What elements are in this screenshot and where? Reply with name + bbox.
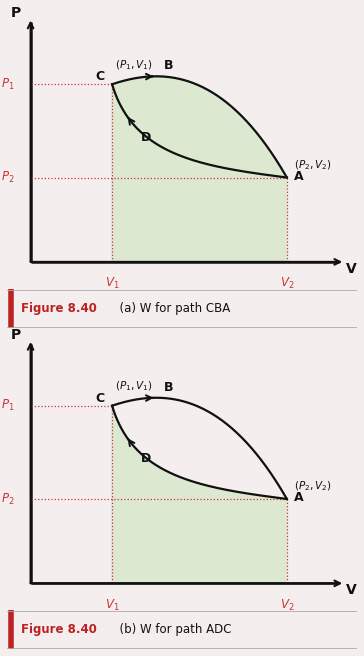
Text: C: C <box>96 70 105 83</box>
Polygon shape <box>112 405 287 583</box>
Text: $(P_1,V_1)$: $(P_1,V_1)$ <box>115 380 153 394</box>
Text: $(P_2,V_2)$: $(P_2,V_2)$ <box>294 480 332 493</box>
Text: V: V <box>345 583 356 597</box>
Text: Figure 8.40: Figure 8.40 <box>21 302 97 315</box>
Text: $(P_1,V_1)$: $(P_1,V_1)$ <box>115 58 153 72</box>
Text: A: A <box>294 491 304 504</box>
Text: D: D <box>141 452 151 465</box>
Text: $V_2$: $V_2$ <box>280 598 294 613</box>
Text: (a) W for path CBA: (a) W for path CBA <box>112 302 230 315</box>
Text: V: V <box>345 262 356 276</box>
Text: D: D <box>141 131 151 144</box>
Text: $P_1$: $P_1$ <box>1 77 15 92</box>
Text: C: C <box>96 392 105 405</box>
Text: (b) W for path ADC: (b) W for path ADC <box>112 623 232 636</box>
Text: $V_2$: $V_2$ <box>280 276 294 291</box>
Text: B: B <box>164 380 173 394</box>
Text: $P_1$: $P_1$ <box>1 398 15 413</box>
Text: $V_1$: $V_1$ <box>105 276 119 291</box>
Text: Figure 8.40: Figure 8.40 <box>21 623 97 636</box>
Text: B: B <box>164 59 173 72</box>
Text: P: P <box>11 6 21 20</box>
Text: $V_1$: $V_1$ <box>105 598 119 613</box>
Text: $(P_2,V_2)$: $(P_2,V_2)$ <box>294 158 332 172</box>
Text: $P_2$: $P_2$ <box>1 170 15 185</box>
Text: A: A <box>294 170 304 183</box>
Text: $P_2$: $P_2$ <box>1 491 15 506</box>
Text: P: P <box>11 327 21 342</box>
Polygon shape <box>112 76 287 262</box>
